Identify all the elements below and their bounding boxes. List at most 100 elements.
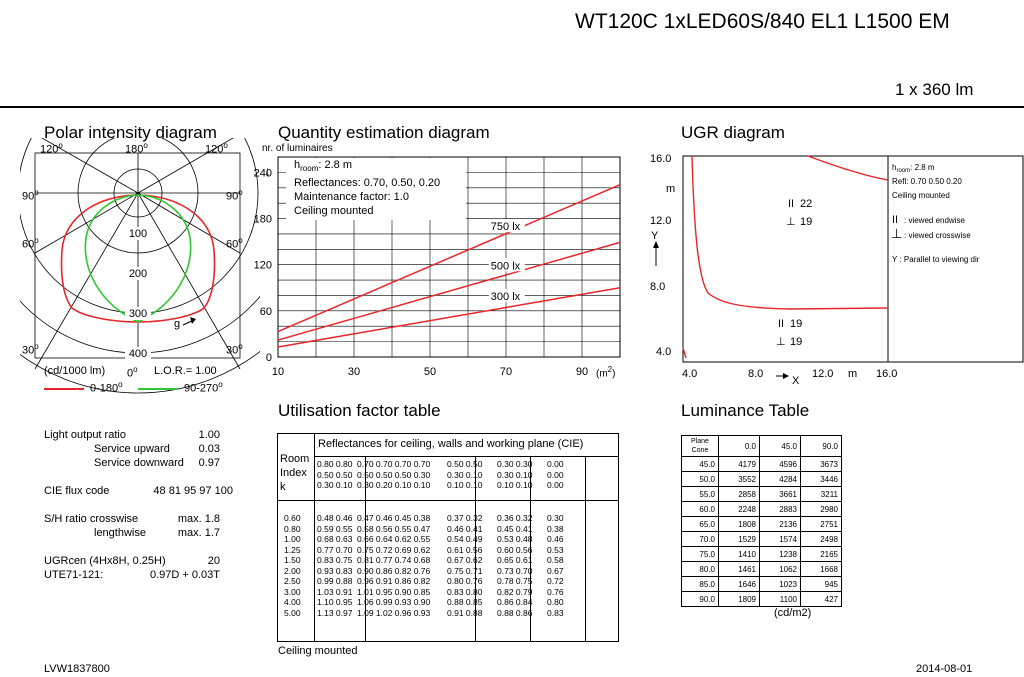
luminance-value: 1646 <box>718 576 760 592</box>
gamma-label: g <box>174 318 180 330</box>
utilisation-cell: 0.88 0.85 <box>447 597 483 607</box>
ugr-x-axis: X <box>792 375 800 387</box>
quantity-y-axis-title: nr. of luminaires <box>262 143 333 154</box>
utilisation-cell: 0.54 0.49 <box>447 534 483 544</box>
luminance-cone: 65.0 <box>681 516 719 532</box>
luminance-row: 90.0 1809 1100 427 <box>681 591 842 607</box>
angle-120-left: 120o <box>40 141 63 156</box>
utilisation-cell: 0.30 <box>547 513 564 523</box>
ugr-title: UGR diagram <box>681 123 785 142</box>
quantity-xtick: 50 <box>424 366 436 378</box>
ugr-val-crosswise-bottom: 19 <box>790 336 802 348</box>
luminance-value: 3211 <box>800 486 842 502</box>
quantity-mounting: Ceiling mounted <box>294 205 374 218</box>
ute-value: 0.97D + 0.03T <box>149 569 220 581</box>
utilisation-cell: 0.46 0.41 <box>447 523 483 534</box>
utilisation-row: 1.10 0.95 1.06 0.99 0.93 0.90 0.88 0.85 0.8… <box>315 597 573 608</box>
utilisation-cell: 0.82 0.79 <box>497 586 533 597</box>
service-down-value: 0.97 <box>198 457 220 469</box>
luminance-value: 2165 <box>800 546 842 562</box>
y-axis-arrow: ↓ <box>264 163 271 179</box>
ugr-xtick-12: 12.0 <box>812 368 833 380</box>
luminance-value: 2751 <box>800 516 842 532</box>
quantity-title: Quantity estimation diagram <box>278 123 490 142</box>
utilisation-cell: 0.58 <box>547 555 564 565</box>
luminance-col-0: 0.0 <box>718 435 760 457</box>
utilisation-cell: 0.72 <box>547 576 564 586</box>
polar-diagram: 100 200 300 400 g <box>20 138 260 394</box>
ugr-legend-mount: Ceiling mounted <box>892 191 950 200</box>
luminance-value: 1238 <box>759 546 801 562</box>
utilisation-cell: 0.75 0.71 <box>447 565 483 576</box>
lor-label: L.O.R.= 1.00 <box>154 365 217 377</box>
utilisation-cell: 0.83 <box>547 607 564 618</box>
svg-text:⊥: ⊥ <box>776 336 786 348</box>
utilisation-cell: 0.46 <box>547 534 564 544</box>
angle-60-right: 60o <box>226 236 243 251</box>
utilisation-body: 0.48 0.46 0.47 0.46 0.45 0.38 0.37 0.32 0.3… <box>315 513 573 618</box>
room-index-value: 1.00 <box>284 534 301 544</box>
luminance-cone: 60.0 <box>681 501 719 517</box>
room-index-value: 2.00 <box>284 565 301 576</box>
ugr-xtick-4: 4.0 <box>682 368 697 380</box>
luminance-unit: (cd/m2) <box>774 607 812 619</box>
crosswise-label: crosswise <box>89 513 139 525</box>
angle-30-right: 30o <box>226 342 243 357</box>
ugr-legend-hroom: hroom: 2.8 m <box>892 163 935 174</box>
polar-ring-label-400: 400 <box>129 348 147 360</box>
luminance-value: 3552 <box>718 471 760 487</box>
luminance-col-1: 45.0 <box>759 435 801 457</box>
quantity-series-line <box>277 241 621 341</box>
luminance-cone: 85.0 <box>681 576 719 592</box>
utilisation-cell: 0.96 0.91 0.86 0.82 <box>357 576 431 586</box>
utilisation-cell: 0.80 <box>547 597 564 607</box>
quantity-xtick: 10 <box>272 366 284 378</box>
utilisation-row: 1.13 0.97 1.09 1.02 0.96 0.93 0.91 0.88 0.8… <box>315 608 573 619</box>
x-axis-unit: (m2) <box>596 365 616 380</box>
angle-90-right: 90o <box>226 188 243 203</box>
ugr-val-endwise-top: 22 <box>800 198 812 210</box>
ugr-ytick-4: 4.0 <box>656 346 671 358</box>
luminance-value: 1809 <box>718 591 760 607</box>
luminance-title: Luminance Table <box>681 401 810 420</box>
room-index-value: 3.00 <box>284 586 301 597</box>
lamp-flux: 1 x 360 lm <box>895 80 974 99</box>
room-index-value: 0.60 <box>284 513 301 523</box>
ugr-ytick-12: 12.0 <box>650 215 671 227</box>
luminance-cone: 50.0 <box>681 471 719 487</box>
utilisation-cell: 0.36 0.32 <box>497 513 533 523</box>
ugr-contour-bottom <box>691 155 889 310</box>
utilisation-cell: 0.91 0.88 <box>447 607 483 618</box>
utilisation-row: 0.48 0.46 0.47 0.46 0.45 0.38 0.37 0.32 0.3… <box>315 513 573 524</box>
utilisation-cell: 0.67 0.62 <box>447 555 483 565</box>
legend-swatch-90-270 <box>138 388 178 390</box>
quantity-xtick: 30 <box>348 366 360 378</box>
ugr-spec-value: 20 <box>207 555 220 567</box>
quantity-series-line <box>277 287 621 348</box>
luminance-cone: 90.0 <box>681 591 719 607</box>
utilisation-row: 0.68 0.63 0.66 0.64 0.62 0.55 0.54 0.49 0.5… <box>315 534 573 545</box>
ute-label: UTE71-121: <box>44 569 104 581</box>
luminance-value: 1410 <box>718 546 760 562</box>
utilisation-refl-header: 0.80 0.80 0.70 0.70 0.70 0.70 0.50 0.50 … <box>317 459 564 490</box>
luminance-row: 75.0 1410 1238 2165 <box>681 546 842 562</box>
polar-ring-5 <box>20 350 260 394</box>
utilisation-cell: 0.90 0.86 0.82 0.76 <box>357 565 431 576</box>
utilisation-k-column: 0.60 0.80 1.00 1.25 1.50 2.00 2.50 3.00 4.00 5.00 <box>284 513 301 618</box>
luminance-value: 4179 <box>718 456 760 472</box>
ugr-legend-refl: Refl: 0.70 0.50 0.20 <box>892 177 962 186</box>
polar-ring-label-300: 300 <box>129 308 147 320</box>
footer-code: LVW1837800 <box>44 663 110 675</box>
utilisation-cell: 0.45 0.41 <box>497 523 533 534</box>
luminance-value: 1668 <box>800 561 842 577</box>
luminance-value: 1529 <box>718 531 760 547</box>
luminance-value: 1574 <box>759 531 801 547</box>
utilisation-cell: 0.73 0.70 <box>497 565 533 576</box>
lengthwise-value: max. 1.7 <box>177 527 220 539</box>
svg-text:II: II <box>892 214 898 226</box>
quantity-series-line <box>277 184 621 333</box>
luminance-value: 427 <box>800 591 842 607</box>
utilisation-cell: 1.01 0.95 0.90 0.85 <box>357 586 431 597</box>
luminance-value: 4284 <box>759 471 801 487</box>
luminance-value: 1100 <box>759 591 801 607</box>
